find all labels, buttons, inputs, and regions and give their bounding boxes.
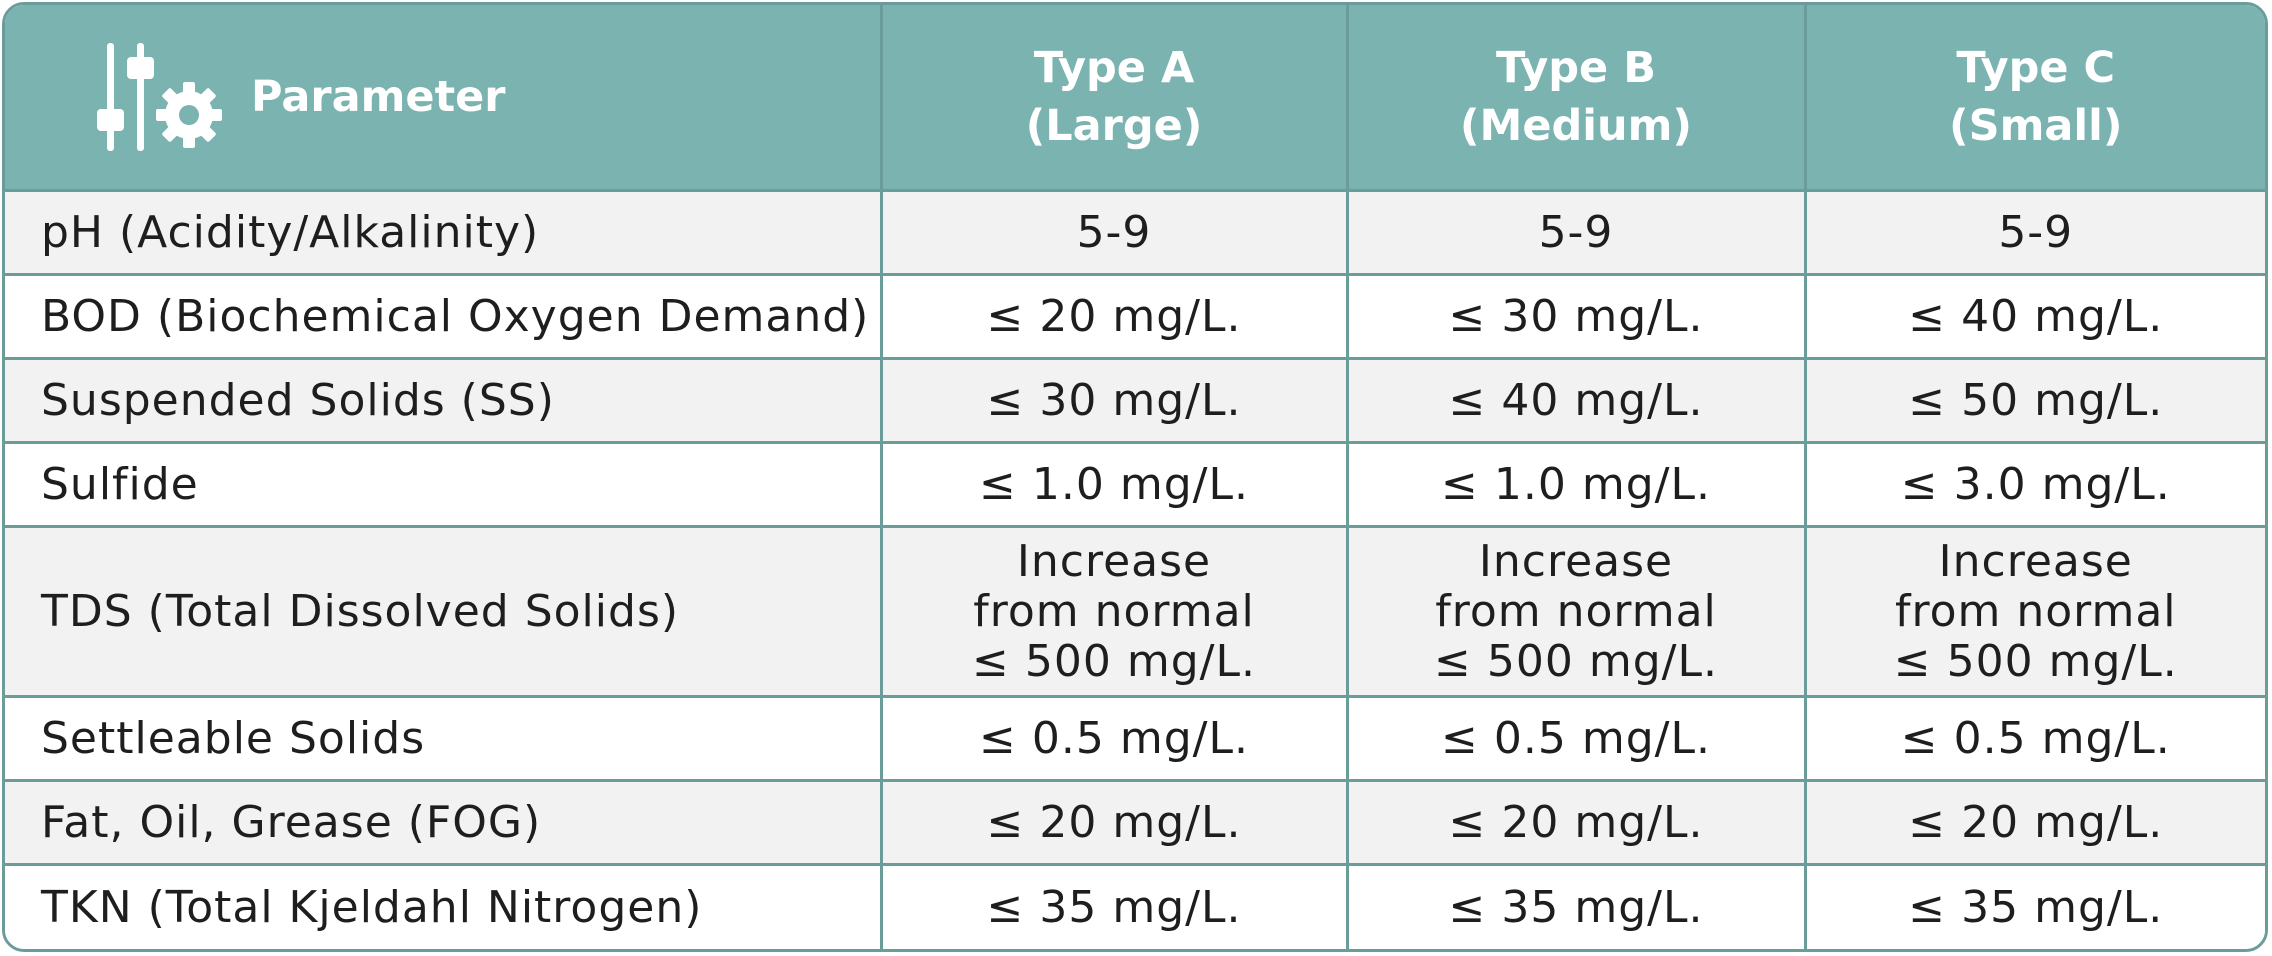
cell-line: from normal <box>1435 585 1717 637</box>
type-b-cell: ≤ 1.0 mg/L. <box>1345 440 1807 528</box>
type-c-cell: ≤ 35 mg/L. <box>1803 863 2265 949</box>
table-row-ss: Suspended Solids (SS) ≤ 30 mg/L. ≤ 40 mg… <box>5 356 2265 444</box>
parameter-cell: Settleable Solids <box>5 695 883 783</box>
type-c-cell: ≤ 50 mg/L. <box>1803 356 2265 444</box>
cell-line: ≤ 500 mg/L. <box>1434 635 1718 687</box>
type-c-cell: ≤ 3.0 mg/L. <box>1803 440 2265 528</box>
cell-line: from normal <box>973 585 1255 637</box>
cell-line: Increase <box>1016 535 1212 587</box>
table-row-settleable-solids: Settleable Solids ≤ 0.5 mg/L. ≤ 0.5 mg/L… <box>5 695 2265 783</box>
type-a-title: Type A <box>1033 42 1195 93</box>
type-b-cell: ≤ 40 mg/L. <box>1345 356 1807 444</box>
type-a-cell: 5-9 <box>879 188 1349 276</box>
type-b-title: Type B <box>1496 42 1656 93</box>
type-c-cell: Increase from normal ≤ 500 mg/L. <box>1803 524 2265 699</box>
type-c-subtitle: (Small) <box>1948 100 2123 151</box>
parameter-column-header: Parameter <box>5 5 883 192</box>
type-a-cell: ≤ 1.0 mg/L. <box>879 440 1349 528</box>
parameter-cell: BOD (Biochemical Oxygen Demand) <box>5 272 883 360</box>
type-b-column-header: Type B (Medium) <box>1345 5 1807 192</box>
type-a-subtitle: (Large) <box>1025 100 1203 151</box>
settings-sliders-gear-icon <box>97 42 222 151</box>
parameter-cell: pH (Acidity/Alkalinity) <box>5 188 883 276</box>
cell-line: Increase <box>1938 535 2133 587</box>
parameter-cell: Fat, Oil, Grease (FOG) <box>5 779 883 867</box>
type-c-cell: ≤ 0.5 mg/L. <box>1803 695 2265 783</box>
type-b-cell: ≤ 0.5 mg/L. <box>1345 695 1807 783</box>
type-a-cell: ≤ 20 mg/L. <box>879 779 1349 867</box>
type-c-title: Type C <box>1956 42 2116 93</box>
type-c-column-header: Type C (Small) <box>1803 5 2265 192</box>
parameter-cell: TKN (Total Kjeldahl Nitrogen) <box>5 863 883 949</box>
type-c-cell: ≤ 40 mg/L. <box>1803 272 2265 360</box>
table-row-sulfide: Sulfide ≤ 1.0 mg/L. ≤ 1.0 mg/L. ≤ 3.0 mg… <box>5 440 2265 528</box>
type-c-cell: ≤ 20 mg/L. <box>1803 779 2265 867</box>
type-b-cell: ≤ 20 mg/L. <box>1345 779 1807 867</box>
cell-line: ≤ 500 mg/L. <box>972 635 1256 687</box>
type-b-cell: ≤ 35 mg/L. <box>1345 863 1807 949</box>
type-b-subtitle: (Medium) <box>1459 100 1693 151</box>
type-a-cell: ≤ 20 mg/L. <box>879 272 1349 360</box>
type-b-cell: Increase from normal ≤ 500 mg/L. <box>1345 524 1807 699</box>
wastewater-standards-table: Parameter Type A (Large) Type B (Medium)… <box>5 5 2265 949</box>
parameter-header-label: Parameter <box>251 71 506 122</box>
parameter-cell: TDS (Total Dissolved Solids) <box>5 524 883 699</box>
type-a-cell: Increase from normal ≤ 500 mg/L. <box>879 524 1349 699</box>
table-row-ph: pH (Acidity/Alkalinity) 5-9 5-9 5-9 <box>5 188 2265 276</box>
cell-line: from normal <box>1894 585 2177 637</box>
type-b-cell: ≤ 30 mg/L. <box>1345 272 1807 360</box>
table-row-bod: BOD (Biochemical Oxygen Demand) ≤ 20 mg/… <box>5 272 2265 360</box>
type-a-cell: ≤ 0.5 mg/L. <box>879 695 1349 783</box>
table-header-row: Parameter Type A (Large) Type B (Medium)… <box>5 5 2265 192</box>
table-row-fog: Fat, Oil, Grease (FOG) ≤ 20 mg/L. ≤ 20 m… <box>5 779 2265 867</box>
parameter-cell: Suspended Solids (SS) <box>5 356 883 444</box>
type-b-cell: 5-9 <box>1345 188 1807 276</box>
cell-line: ≤ 500 mg/L. <box>1893 635 2178 687</box>
cell-line: Increase <box>1478 535 1674 587</box>
type-a-column-header: Type A (Large) <box>879 5 1349 192</box>
type-a-cell: ≤ 30 mg/L. <box>879 356 1349 444</box>
type-a-cell: ≤ 35 mg/L. <box>879 863 1349 949</box>
type-c-cell: 5-9 <box>1803 188 2265 276</box>
parameter-cell: Sulfide <box>5 440 883 528</box>
table-row-tkn: TKN (Total Kjeldahl Nitrogen) ≤ 35 mg/L.… <box>5 863 2265 949</box>
table-row-tds: TDS (Total Dissolved Solids) Increase fr… <box>5 524 2265 699</box>
